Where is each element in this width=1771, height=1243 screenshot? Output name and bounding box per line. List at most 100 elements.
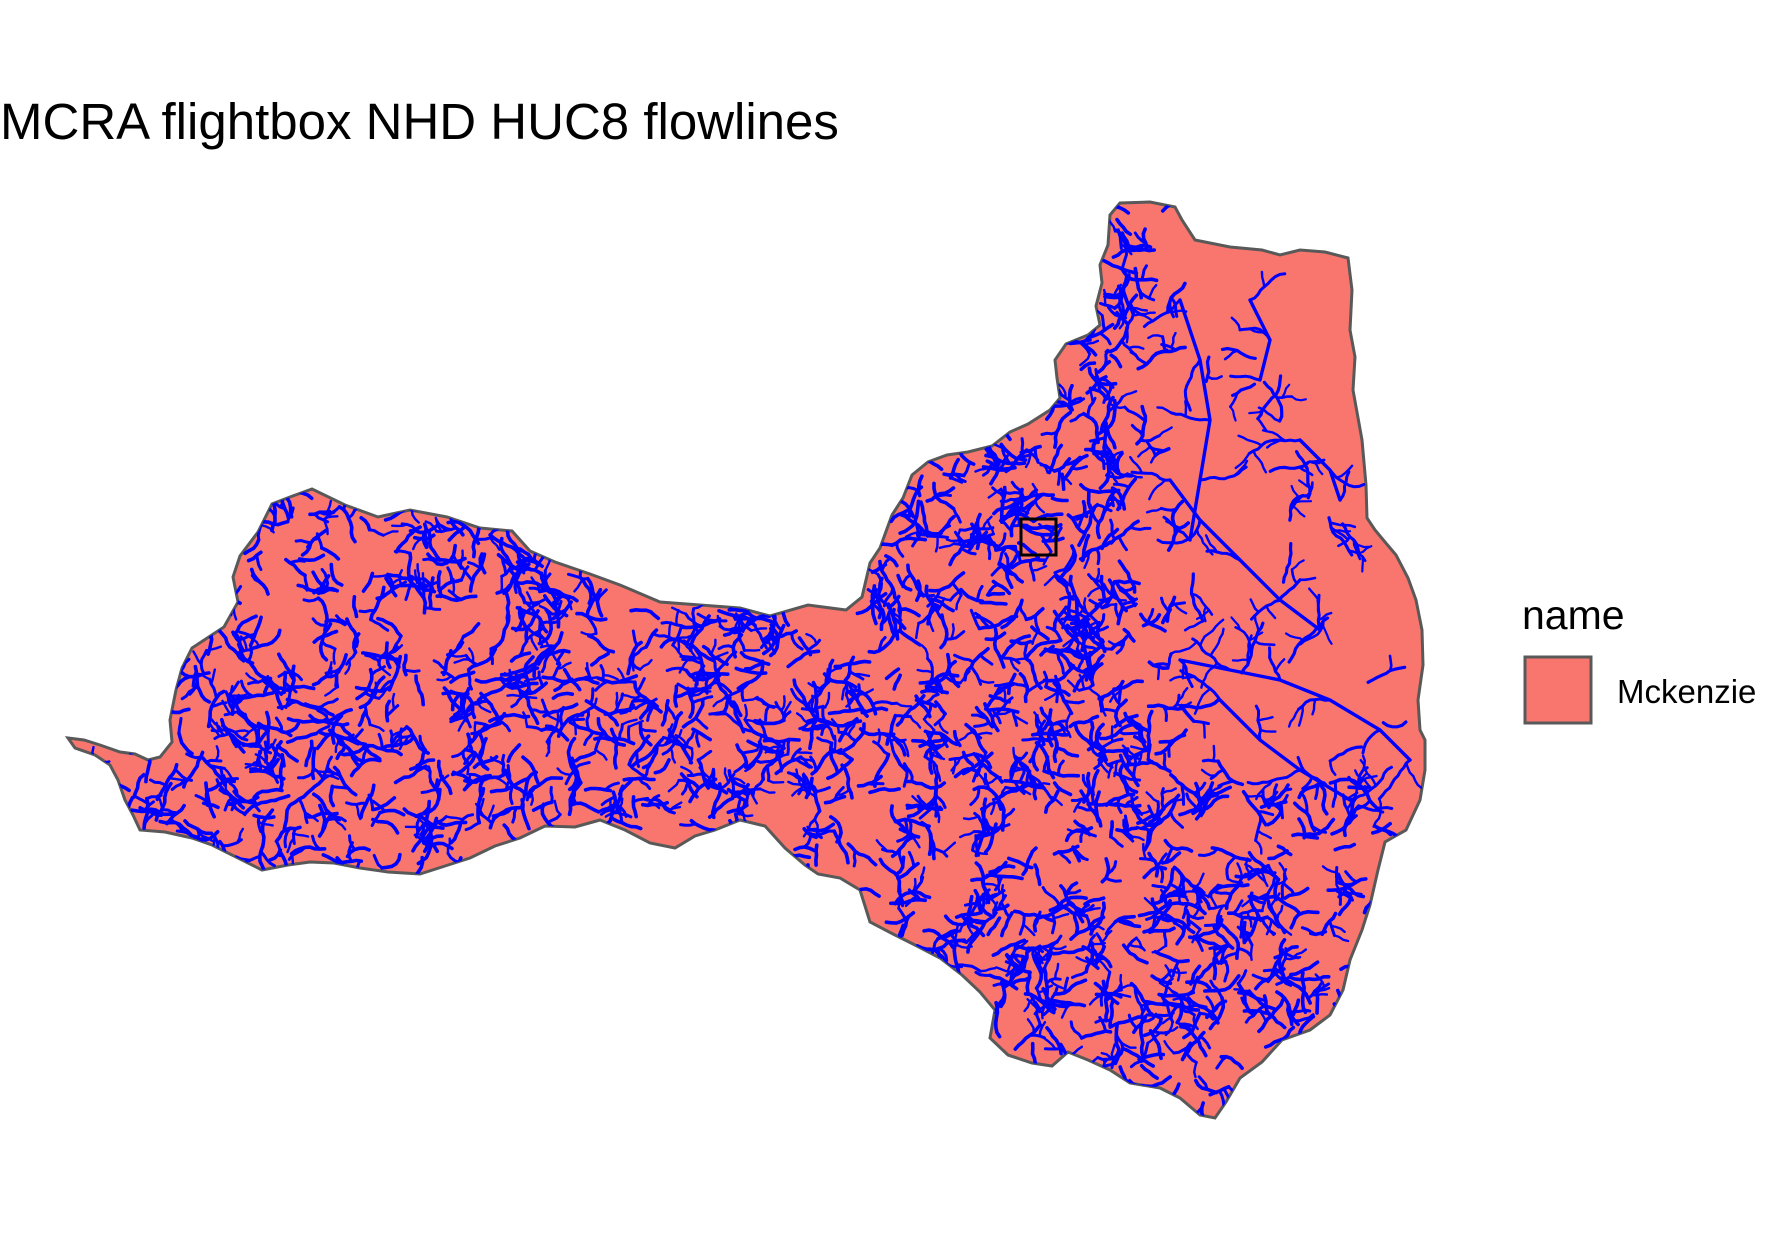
flowline [669, 747, 677, 764]
flowline [1123, 243, 1156, 253]
flowline [964, 1027, 978, 1041]
flowline [1093, 375, 1102, 393]
flowline [183, 819, 214, 836]
flowline [1148, 479, 1167, 501]
flowline [1165, 595, 1177, 623]
flowline [252, 787, 284, 800]
flowline [686, 772, 705, 777]
flowline [1261, 917, 1276, 936]
flowline [764, 704, 771, 722]
flowline [179, 657, 191, 673]
flowline [667, 621, 672, 639]
flowline [837, 730, 858, 743]
flowline [803, 832, 813, 849]
flowline [1077, 506, 1096, 548]
flowline [1156, 518, 1202, 545]
flowline [1229, 392, 1239, 409]
flowline [959, 730, 974, 742]
flowline [1044, 684, 1071, 697]
flowline [168, 777, 186, 782]
flowline [239, 679, 255, 698]
flowline [1172, 865, 1198, 890]
flowline [1344, 870, 1358, 884]
flowline [1338, 1009, 1353, 1023]
flowline [843, 678, 849, 697]
flowline [514, 610, 525, 633]
flowline [758, 718, 769, 740]
flowline [1204, 785, 1232, 796]
flowline [1085, 914, 1093, 932]
flowline [371, 799, 387, 813]
flowline [962, 815, 980, 821]
flowline [1146, 440, 1157, 457]
flowline [320, 640, 337, 651]
flowline [208, 723, 221, 738]
flowlines-layer [91, 202, 1423, 1118]
flowline [142, 796, 150, 830]
flowline [451, 770, 479, 784]
flowline [1052, 681, 1074, 716]
flowline [966, 894, 974, 928]
flowline [446, 851, 461, 864]
flowline [1128, 301, 1142, 316]
flowline [987, 487, 1003, 499]
flowline [595, 588, 608, 603]
flowline [1106, 758, 1124, 767]
flowline [746, 739, 783, 757]
flowline [944, 630, 966, 641]
flowline [182, 750, 205, 789]
flowline [681, 657, 704, 665]
flowline [1018, 487, 1024, 511]
flowline [741, 579, 748, 607]
flowline [321, 515, 339, 521]
flowline [1095, 621, 1107, 654]
flowline [584, 699, 620, 727]
flowline [1101, 979, 1110, 1023]
flowline [1294, 500, 1313, 504]
flowline [994, 795, 1006, 832]
flowline [1036, 731, 1052, 743]
flowline [1060, 322, 1077, 344]
flowline [274, 716, 284, 734]
flowline [754, 696, 776, 709]
flowline [1125, 936, 1138, 951]
flowline [470, 725, 487, 736]
flowline [976, 526, 995, 531]
flowline [501, 753, 506, 777]
flowline [667, 728, 694, 765]
flowline [676, 682, 692, 694]
flowline [1066, 899, 1085, 924]
flowline [1045, 389, 1061, 399]
flowline [997, 547, 1007, 565]
flowline [232, 633, 243, 649]
flowline [1011, 709, 1019, 727]
flowline [1123, 1083, 1131, 1101]
flowline [1261, 894, 1301, 915]
flowline [808, 717, 819, 751]
flowline [926, 605, 940, 626]
flowline [845, 693, 852, 711]
flowline [1099, 395, 1115, 432]
flowline [993, 1000, 1002, 1039]
flowline [1033, 446, 1040, 464]
flowline [329, 562, 344, 587]
flowline [504, 591, 511, 625]
flowline [145, 793, 163, 801]
flowline [1013, 545, 1022, 563]
flowline [1072, 911, 1080, 935]
flowline [1040, 335, 1059, 340]
flowline [1089, 901, 1107, 936]
flowline [532, 645, 553, 679]
flowline [637, 776, 652, 791]
flowline [1058, 473, 1073, 486]
flowline [1071, 845, 1081, 863]
map-title: MCRA flightbox NHD HUC8 flowlines [0, 93, 839, 150]
flowline [1339, 962, 1372, 972]
flowline [715, 667, 736, 706]
flowline [920, 820, 937, 861]
flowline [857, 688, 874, 696]
flowline [1189, 572, 1205, 623]
flowline [261, 519, 290, 527]
flowline [1289, 960, 1320, 977]
